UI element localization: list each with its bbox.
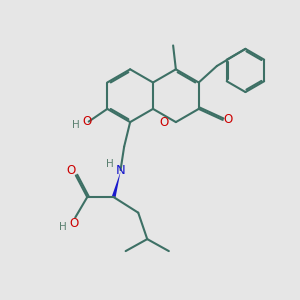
Text: H: H [106, 158, 114, 169]
Text: H: H [72, 120, 80, 130]
Polygon shape [112, 172, 121, 198]
Text: H: H [59, 221, 67, 232]
Text: O: O [160, 116, 169, 129]
Text: O: O [66, 164, 76, 177]
Text: O: O [69, 217, 79, 230]
Text: N: N [116, 164, 125, 177]
Text: O: O [82, 115, 92, 128]
Text: O: O [224, 113, 233, 126]
